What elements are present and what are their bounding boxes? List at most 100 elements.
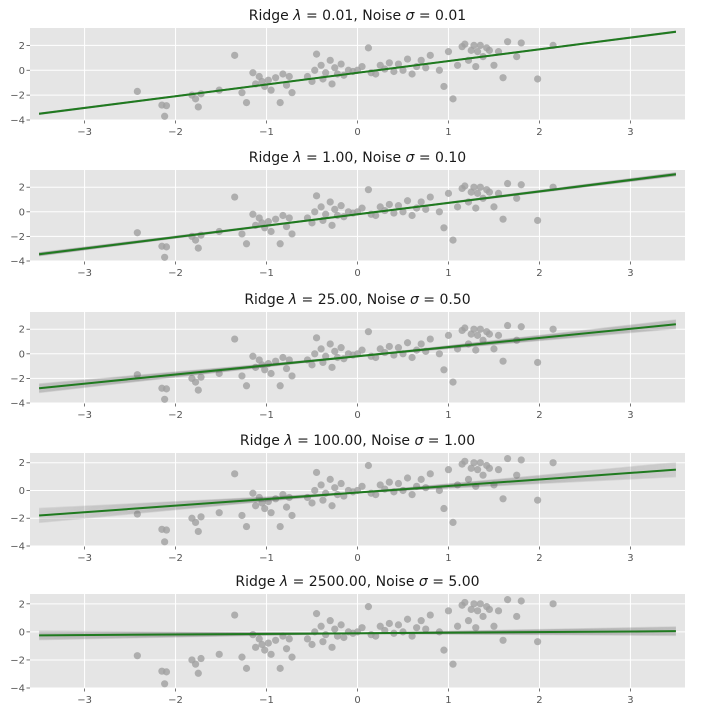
y-tick-label: 2 — [19, 183, 25, 194]
scatter-point — [162, 102, 171, 110]
scatter-point — [473, 331, 482, 339]
y-tick-label: −2 — [10, 91, 25, 102]
scatter-point — [161, 680, 169, 688]
scatter-point — [191, 95, 200, 103]
scatter-point — [372, 211, 380, 220]
scatter-point — [473, 466, 482, 474]
scatter-point — [328, 363, 336, 371]
y-tick-label: −2 — [10, 374, 25, 385]
scatter-point — [282, 222, 291, 231]
x-tick-label: 2 — [536, 127, 542, 138]
scatter-point — [435, 350, 443, 358]
panel-5: −3 −2 −1 0 1 2 3 −4 −2 0 2 Ridge λ = 2500.00, Noise… — [10, 574, 685, 706]
scatter-point — [364, 186, 373, 194]
scatter-point — [308, 361, 316, 369]
scatter-point — [440, 82, 448, 91]
scatter-point — [285, 214, 293, 222]
scatter-point — [440, 646, 448, 654]
scatter-point — [317, 622, 325, 630]
scatter-point — [197, 513, 205, 521]
scatter-point — [549, 459, 557, 467]
scatter-point — [494, 607, 503, 615]
scatter-point — [161, 112, 169, 120]
scatter-point — [279, 211, 287, 220]
scatter-point — [311, 486, 319, 495]
scatter-point — [422, 64, 430, 72]
scatter-point — [285, 356, 293, 364]
scatter-point — [472, 624, 480, 632]
scatter-point — [449, 660, 457, 668]
fit-line — [39, 468, 676, 517]
scatter-point — [504, 321, 512, 330]
scatter-point — [403, 615, 412, 623]
scatter-point — [288, 230, 296, 238]
panel-4: −3 −2 −1 0 1 2 3 −4 −2 0 2 Ridge λ = 100.00, Noise … — [10, 433, 685, 564]
title-segment: = 0.50 — [419, 292, 471, 308]
scatter-point — [249, 489, 257, 497]
scatter-point — [479, 612, 487, 621]
scatter-point — [317, 481, 325, 489]
scatter-point — [272, 74, 280, 82]
scatter-point — [399, 66, 407, 74]
scatter-point — [385, 342, 393, 351]
scatter-point — [408, 70, 416, 78]
x-tick-label: 3 — [627, 410, 633, 421]
scatter-point — [231, 335, 239, 343]
y-tick-label: 0 — [19, 349, 25, 360]
scatter-point — [197, 373, 205, 381]
scatter-point — [264, 218, 272, 226]
x-tick-label: 0 — [354, 127, 360, 138]
scatter-point — [449, 95, 457, 103]
scatter-point — [490, 61, 498, 69]
scatter-point — [358, 204, 366, 212]
scatter-point — [499, 74, 507, 82]
x-tick-label: 3 — [627, 268, 633, 279]
scatter-point — [513, 194, 521, 202]
scatter-point — [504, 596, 512, 604]
title-segment: = 0.01, Noise — [302, 8, 406, 24]
scatter-point — [288, 653, 296, 661]
scatter-point — [426, 611, 434, 619]
panel-title: Ridge λ = 100.00, Noise σ = 1.00 — [240, 433, 475, 449]
x-tick-label: −1 — [259, 695, 274, 706]
scatter-point — [194, 386, 202, 394]
panel-title: Ridge λ = 0.01, Noise σ = 0.01 — [249, 8, 466, 24]
scatter-point — [238, 230, 246, 238]
title-segment: σ — [406, 8, 416, 24]
scatter-point — [534, 358, 542, 367]
scatter-point — [322, 210, 330, 218]
scatter-point — [470, 459, 478, 467]
scatter-point — [408, 353, 416, 362]
scatter-point — [311, 208, 319, 216]
scatter-point — [490, 622, 498, 630]
scatter-point — [191, 378, 200, 386]
scatter-point — [534, 75, 542, 83]
x-tick-label: −3 — [77, 695, 92, 706]
scatter-point — [470, 183, 478, 191]
title-segment: Ridge — [244, 292, 288, 308]
scatter-point — [279, 491, 287, 499]
scatter-point — [252, 643, 260, 651]
x-tick-label: 0 — [354, 553, 360, 564]
fit-line — [38, 323, 677, 390]
plot-area — [38, 172, 677, 261]
scatter-point — [403, 197, 412, 205]
scatter-point — [385, 478, 393, 486]
scatter-point — [513, 471, 521, 479]
scatter-point — [408, 491, 416, 499]
x-tick-label: −1 — [259, 410, 274, 421]
title-segment: σ — [414, 433, 424, 449]
scatter-point — [426, 193, 434, 201]
title-segment: = 2500.00, Noise — [288, 574, 419, 590]
scatter-point — [238, 89, 246, 97]
scatter-point — [267, 650, 275, 658]
scatter-point — [311, 350, 319, 358]
scatter-point — [238, 372, 246, 380]
y-tick-label: 0 — [19, 207, 25, 218]
scatter-point — [494, 466, 503, 474]
scatter-point — [242, 382, 251, 390]
scatter-point — [133, 371, 141, 379]
title-segment: = 1.00 — [423, 433, 475, 449]
scatter-point — [328, 221, 336, 229]
